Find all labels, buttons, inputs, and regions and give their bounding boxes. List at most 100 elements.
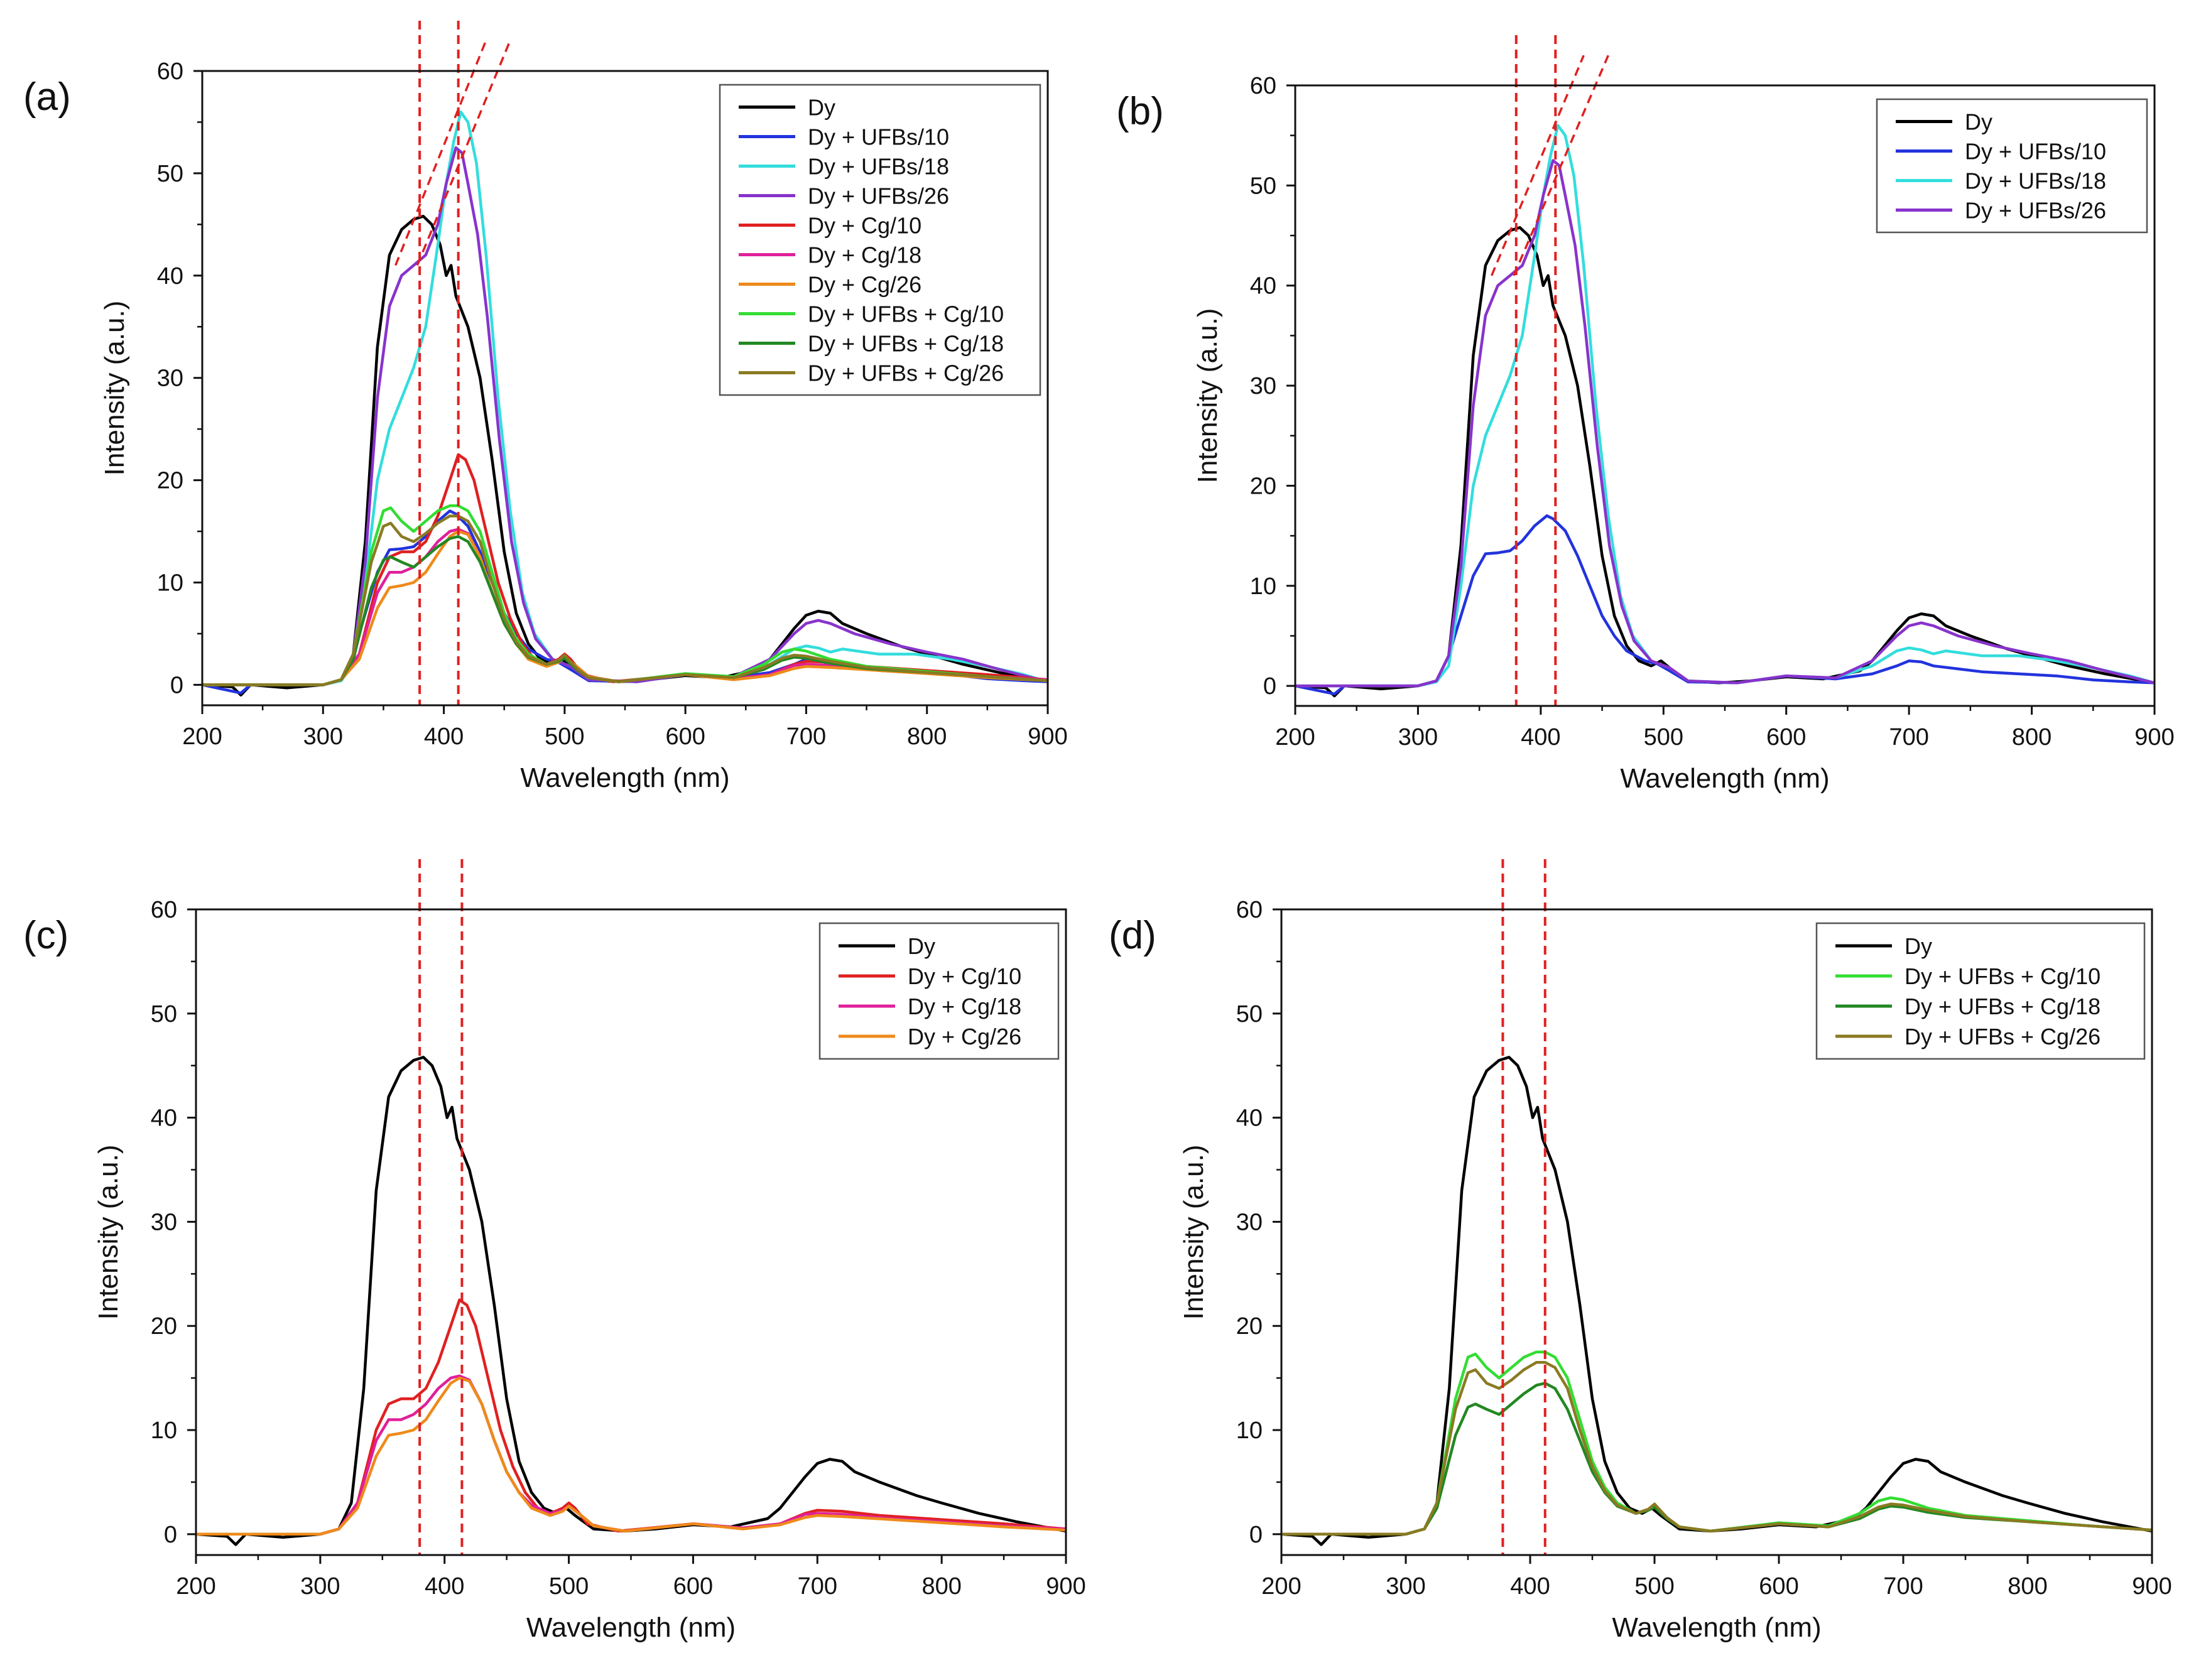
- y-tick-label: 30: [151, 1209, 177, 1235]
- x-axis-title: Wavelength (nm): [526, 1612, 736, 1643]
- x-tick-label: 700: [798, 1573, 837, 1600]
- x-tick-label: 900: [2132, 1573, 2171, 1600]
- x-axis-title: Wavelength (nm): [1612, 1612, 1821, 1643]
- x-tick-label: 800: [2008, 1573, 2047, 1600]
- legend: Dy Dy + UFBs/10 Dy + UFBs/18 Dy + UFBs/26: [1876, 98, 2148, 234]
- x-tick-label: 200: [1261, 1573, 1301, 1600]
- legend-label: Dy + UFBs + Cg/18: [1905, 994, 2100, 1019]
- y-tick-label: 30: [1250, 373, 1276, 399]
- y-tick-label: 50: [151, 1001, 177, 1027]
- legend-label: Dy + UFBs/10: [808, 124, 949, 150]
- legend-label: Dy + UFBs/26: [808, 183, 949, 209]
- tangent-line: [1513, 55, 1609, 276]
- x-tick-label: 800: [921, 1573, 961, 1600]
- x-tick-label: 500: [1644, 724, 1683, 751]
- x-tick-label: 600: [665, 723, 705, 750]
- y-tick-label: 50: [1250, 173, 1276, 199]
- y-axis-title: Intensity (a.u.): [1178, 1145, 1209, 1320]
- y-tick-label: 0: [170, 672, 183, 698]
- x-tick-label: 600: [673, 1573, 713, 1600]
- y-tick-label: 60: [157, 58, 183, 85]
- legend-label: Dy + UFBs/18: [808, 154, 949, 180]
- x-tick-label: 700: [1883, 1573, 1923, 1600]
- y-tick-label: 20: [151, 1313, 177, 1340]
- series-line: [1295, 226, 2155, 698]
- series-line: [196, 1374, 1066, 1536]
- series-line: [196, 1298, 1066, 1536]
- x-tick-label: 500: [545, 723, 584, 750]
- x-tick-label: 600: [1766, 724, 1806, 751]
- legend-label: Dy + Cg/18: [908, 994, 1021, 1019]
- legend-label: Dy + UFBs + Cg/26: [1905, 1024, 2100, 1049]
- series-line: [202, 453, 1048, 686]
- legend-label: Dy: [808, 95, 835, 121]
- series-line: [202, 146, 1048, 686]
- legend: Dy Dy + UFBs/10 Dy + UFBs/18 Dy + UFBs/26 Dy…: [719, 84, 1041, 396]
- y-tick-label: 50: [1236, 1001, 1263, 1027]
- panel-label: (c): [23, 914, 68, 957]
- x-tick-label: 300: [300, 1573, 340, 1600]
- x-tick-label: 200: [1275, 724, 1315, 751]
- x-tick-label: 300: [1386, 1573, 1425, 1600]
- x-tick-label: 400: [424, 723, 464, 750]
- chart-panel-2: (b) 200 300 400 500 600 700 800 900 0 10 20 30 40 50 60…: [1116, 35, 2175, 794]
- series-line: [202, 509, 1048, 695]
- legend: Dy Dy + UFBs + Cg/10 Dy + UFBs + Cg/18 Dy +…: [1815, 922, 2146, 1060]
- y-tick-label: 10: [1250, 573, 1276, 600]
- legend-label: Dy + UFBs/10: [1965, 139, 2106, 165]
- x-tick-label: 500: [1634, 1573, 1674, 1600]
- series-line: [202, 528, 1048, 686]
- legend-label: Dy: [1965, 109, 1992, 135]
- x-tick-label: 200: [176, 1573, 215, 1600]
- series-line: [1281, 1350, 2152, 1536]
- x-axis-title: Wavelength (nm): [1620, 763, 1829, 794]
- x-tick-label: 400: [425, 1573, 464, 1600]
- x-tick-label: 400: [1510, 1573, 1550, 1600]
- y-tick-label: 40: [157, 263, 183, 290]
- series-line: [1295, 159, 2155, 688]
- legend-label: Dy + Cg/10: [908, 963, 1021, 989]
- series-line: [1281, 1361, 2152, 1536]
- x-axis-title: Wavelength (nm): [520, 762, 729, 793]
- legend: Dy Dy + Cg/10 Dy + Cg/18 Dy + Cg/26: [818, 922, 1060, 1060]
- x-tick-label: 800: [907, 723, 947, 750]
- y-axis-title: Intensity (a.u.): [99, 301, 130, 476]
- chart-panel-1: (a) 200 300 400 500 600 700 800 900 0 10 20 30 40 50 60…: [23, 21, 1068, 793]
- series-line: [1281, 1382, 2152, 1536]
- x-tick-label: 200: [182, 723, 222, 750]
- chart-panel-3: (c) 200 300 400 500 600 700 800 900 0 10 20 30 40 50 60…: [23, 859, 1086, 1643]
- legend-label: Dy: [1905, 933, 1932, 959]
- y-tick-label: 20: [1250, 473, 1276, 499]
- y-tick-label: 0: [1263, 673, 1276, 700]
- series-line: [1281, 1056, 2152, 1546]
- legend-label: Dy + UFBs + Cg/10: [1905, 963, 2100, 989]
- legend-label: Dy + Cg/26: [808, 272, 921, 298]
- y-tick-label: 0: [164, 1522, 177, 1548]
- x-tick-label: 800: [2012, 724, 2052, 751]
- x-tick-label: 300: [303, 723, 343, 750]
- x-tick-label: 300: [1398, 724, 1438, 751]
- series-line: [196, 1376, 1066, 1536]
- y-tick-label: 10: [151, 1417, 177, 1444]
- legend-label: Dy + Cg/26: [908, 1024, 1021, 1049]
- series-line: [202, 514, 1048, 686]
- series-line: [1295, 514, 2155, 696]
- legend-label: Dy + Cg/18: [808, 242, 921, 268]
- series-line: [202, 529, 1048, 686]
- x-tick-label: 900: [2134, 724, 2174, 751]
- series-line: [202, 215, 1048, 696]
- y-tick-label: 50: [157, 161, 183, 187]
- y-tick-label: 30: [1236, 1209, 1263, 1235]
- y-tick-label: 40: [1236, 1105, 1263, 1132]
- y-tick-label: 40: [151, 1105, 177, 1132]
- tangent-line: [394, 40, 487, 266]
- legend-label: Dy + UFBs + Cg/10: [808, 301, 1004, 327]
- y-axis-title: Intensity (a.u.): [1192, 308, 1223, 484]
- y-tick-label: 60: [1250, 73, 1276, 99]
- tangent-line: [416, 40, 511, 266]
- y-tick-label: 10: [157, 570, 183, 597]
- x-tick-label: 900: [1028, 723, 1067, 750]
- y-tick-label: 30: [157, 366, 183, 392]
- chart-panel-4: (d) 200 300 400 500 600 700 800 900 0 10 20 30 40 50 60…: [1109, 859, 2172, 1643]
